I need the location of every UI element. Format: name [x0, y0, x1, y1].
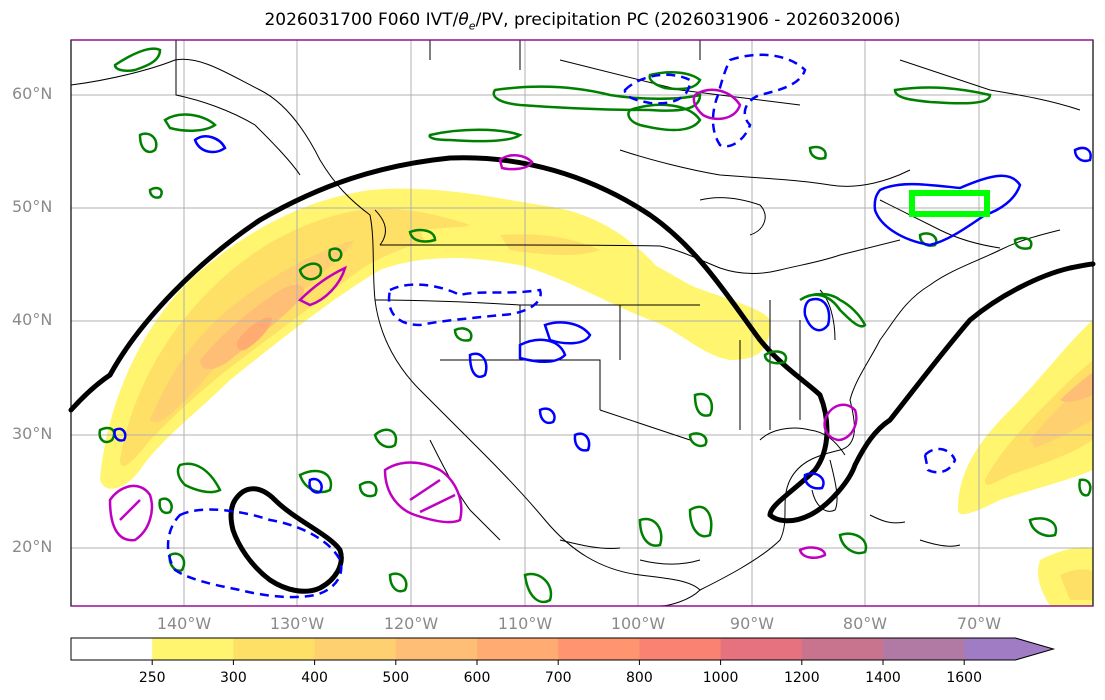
target-region-box	[909, 190, 990, 217]
precip-dashed-contours	[166, 53, 957, 599]
lat-label-60: 60°N	[12, 84, 53, 103]
colorbar-segment	[152, 638, 234, 660]
lon-label-140: 140°W	[156, 614, 212, 633]
colorbar-tick-label: 700	[544, 670, 572, 686]
map-title: 2026031700 F060 IVT/θe/PV, precipitation…	[264, 10, 901, 33]
theta-e-contours	[68, 155, 1096, 594]
colorbar-segment	[233, 638, 316, 660]
lon-label-90: 90°W	[729, 614, 775, 633]
colorbar-segment	[639, 638, 722, 660]
lat-label-50: 50°N	[12, 197, 53, 216]
colorbar-tick-label: 250	[138, 670, 166, 686]
colorbar-segment	[964, 638, 1054, 660]
colorbar-tick-label: 600	[463, 670, 491, 686]
colorbar-tick-label: 1000	[702, 670, 739, 686]
colorbar-tick-label: 1400	[865, 670, 901, 686]
lon-label-120: 120°W	[383, 614, 439, 633]
lat-label-30: 30°N	[12, 424, 53, 443]
colorbar-tick-label: 1600	[946, 670, 983, 686]
colorbar-tick-label: 400	[301, 670, 328, 686]
colorbar-segment	[395, 638, 478, 660]
lat-label-40: 40°N	[12, 310, 53, 329]
colorbar-segment	[71, 638, 153, 660]
lon-label-80: 80°W	[842, 614, 888, 633]
colorbar-segment	[720, 638, 803, 660]
lon-label-110: 110°W	[497, 614, 553, 633]
colorbar-tick-label: 800	[626, 670, 653, 686]
lon-label-70: 70°W	[956, 614, 1002, 633]
precip-contours	[113, 135, 1092, 494]
map-panel	[68, 40, 1096, 607]
colorbar-tick-label: 300	[220, 670, 247, 686]
colorbar-tick-label: 1200	[783, 670, 820, 686]
ivt-special-contours	[108, 88, 858, 559]
colorbar-outline	[70, 637, 1056, 661]
coastlines	[70, 40, 1081, 607]
lon-label-100: 100°W	[610, 614, 666, 633]
lat-label-20: 20°N	[12, 537, 53, 556]
colorbar-segment	[477, 638, 559, 660]
colorbar-segment	[558, 638, 640, 660]
colorbar-segment	[883, 638, 965, 660]
colorbar	[70, 637, 1056, 665]
colorbar-segment	[801, 638, 884, 660]
colorbar-segment	[314, 638, 397, 660]
colorbar-tick-label: 500	[382, 670, 410, 686]
lon-label-130: 130°W	[269, 614, 325, 633]
